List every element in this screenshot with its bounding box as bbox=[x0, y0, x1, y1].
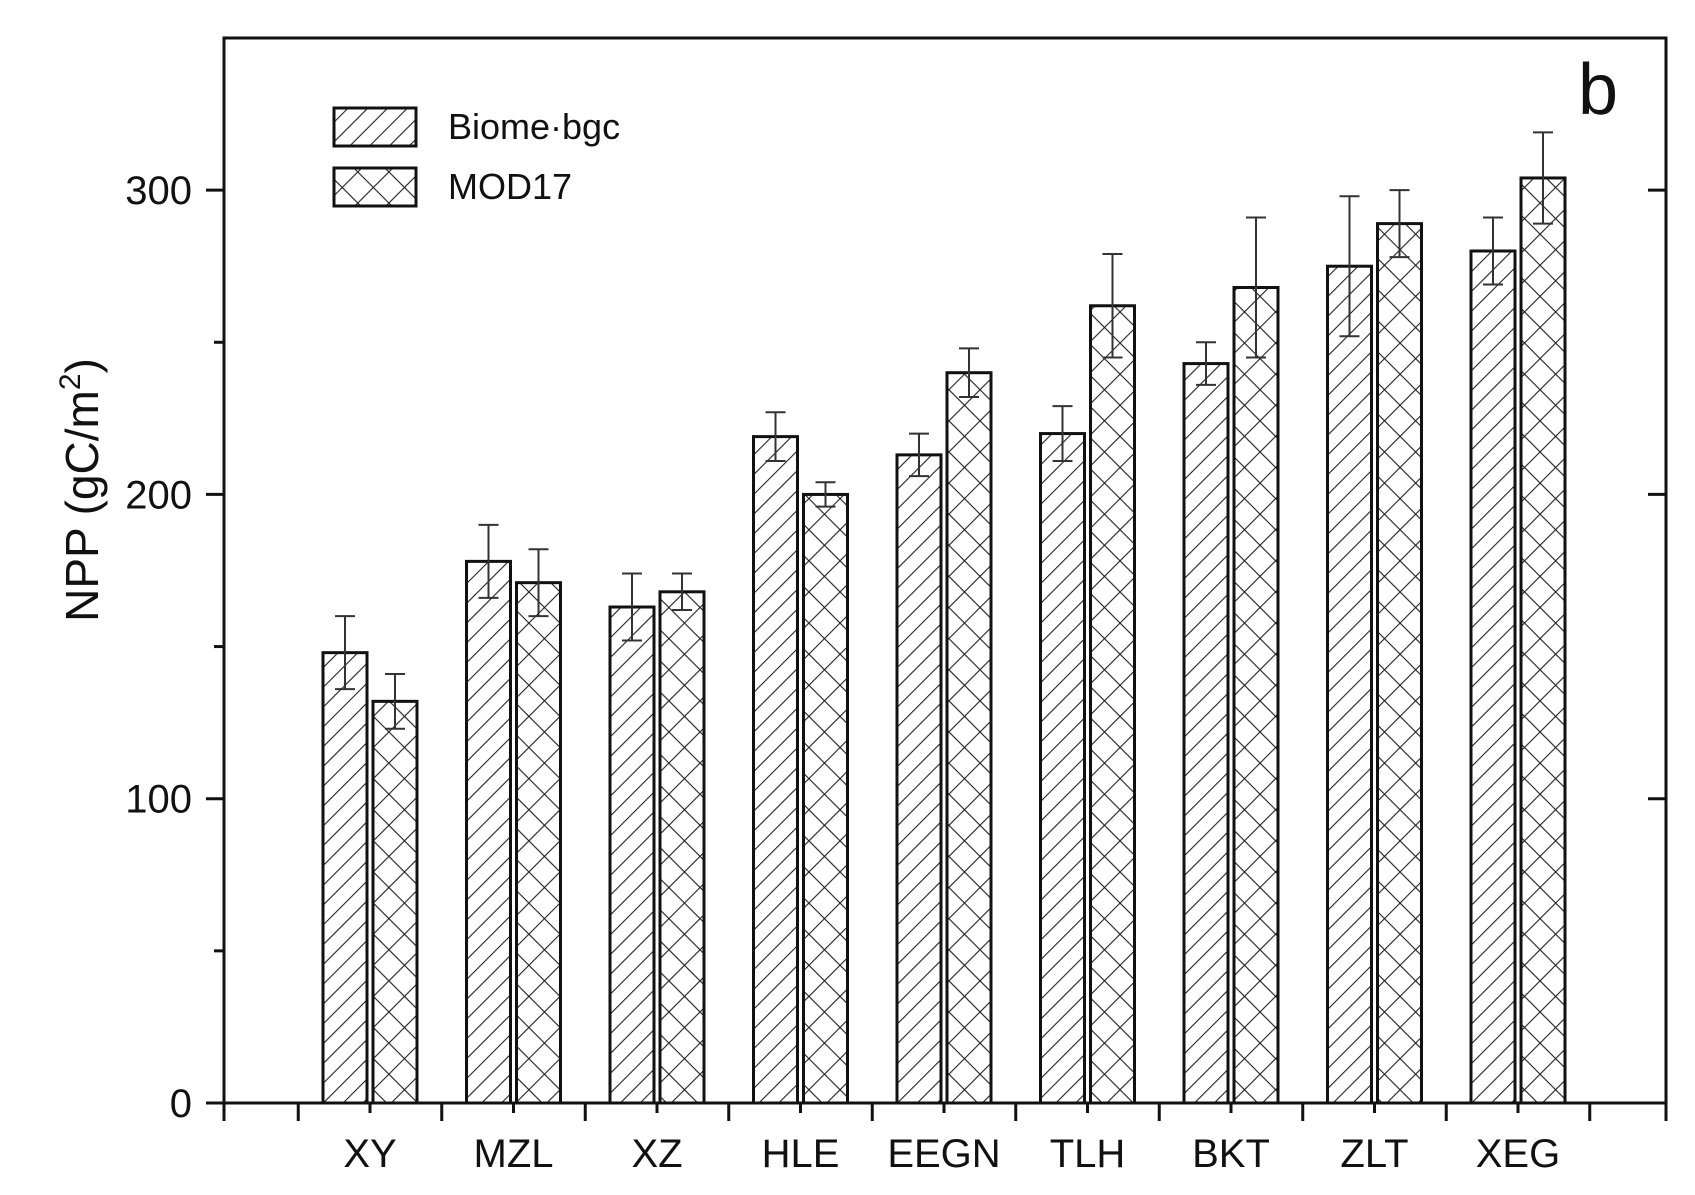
biome-bgc-bar-xeg bbox=[1469, 249, 1517, 1105]
x-tick-label: MZL bbox=[474, 1132, 554, 1176]
plot-border bbox=[222, 36, 1668, 1105]
y-tick-label: 100 bbox=[125, 778, 192, 822]
y-tick-label: 200 bbox=[125, 473, 192, 517]
plot-frame bbox=[222, 36, 1668, 1105]
biome-bgc-bar-xz bbox=[608, 605, 656, 1105]
biome-bgc-bar-hle bbox=[752, 435, 799, 1105]
mod17-bar-xeg bbox=[1519, 176, 1567, 1105]
mod17-bar-mzl bbox=[515, 581, 562, 1105]
y-axis-title: NPP (gC/m2) bbox=[54, 358, 108, 622]
bars-group bbox=[321, 176, 1567, 1105]
mod17-bar-zlt bbox=[1376, 222, 1423, 1105]
legend-label-biome-bgc: Biome·bgc bbox=[448, 106, 620, 147]
mod17-bar-xy bbox=[371, 699, 419, 1105]
error-bars-group bbox=[335, 131, 1553, 730]
mod17-bar-xz bbox=[658, 590, 706, 1105]
biome-bgc-bar-xy bbox=[321, 651, 369, 1105]
biome-bgc-bar-bkt bbox=[1182, 362, 1230, 1105]
biome-bgc-bar-zlt bbox=[1326, 264, 1373, 1105]
legend-swatch-biome-bgc bbox=[332, 106, 418, 148]
x-axis: XY MZL XZ HLE EEGN TLH BKT ZLT XEG bbox=[222, 1103, 1668, 1176]
mod17-bar-hle bbox=[802, 492, 849, 1105]
x-tick-label: XZ bbox=[631, 1132, 682, 1176]
legend-label-mod17: MOD17 bbox=[448, 166, 572, 207]
y-tick-label: 0 bbox=[170, 1082, 192, 1126]
legend: Biome·bgc MOD17 bbox=[332, 106, 620, 208]
mod17-bar-bkt bbox=[1232, 286, 1280, 1105]
biome-bgc-bar-mzl bbox=[465, 559, 512, 1105]
biome-bgc-bar-eegn bbox=[895, 453, 943, 1105]
panel-label: b bbox=[1578, 50, 1618, 130]
legend-swatch-mod17 bbox=[332, 166, 418, 208]
mod17-bar-eegn bbox=[945, 371, 993, 1105]
x-tick-label: BKT bbox=[1192, 1132, 1270, 1176]
x-tick-label: HLE bbox=[762, 1132, 840, 1176]
x-tick-label: TLH bbox=[1050, 1132, 1126, 1176]
x-tick-label: XEG bbox=[1476, 1132, 1560, 1176]
x-tick-label: EEGN bbox=[887, 1132, 1000, 1176]
x-tick-label: ZLT bbox=[1340, 1132, 1408, 1176]
x-tick-label: XY bbox=[343, 1132, 396, 1176]
y-tick-label: 300 bbox=[125, 169, 192, 213]
biome-bgc-bar-tlh bbox=[1039, 432, 1086, 1105]
y-axis: 0 100 200 300 bbox=[125, 169, 1666, 1126]
mod17-bar-tlh bbox=[1089, 304, 1136, 1105]
